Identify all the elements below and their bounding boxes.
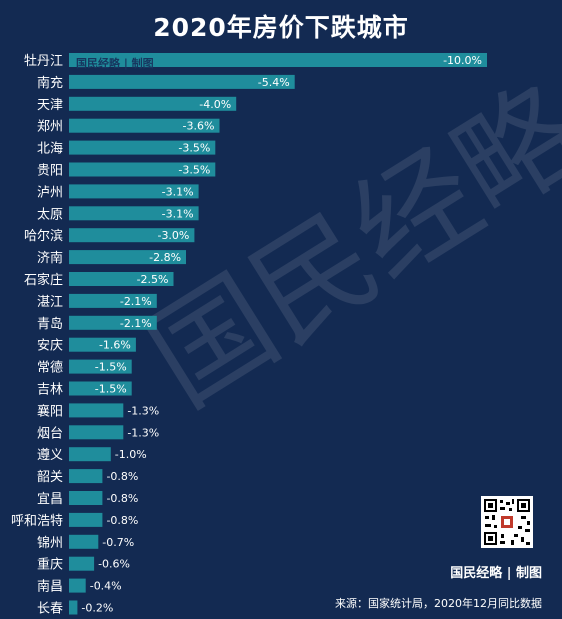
- value-label: -0.2%: [81, 602, 113, 615]
- category-label: 宜昌: [37, 492, 63, 507]
- value-label: -5.4%: [258, 76, 290, 89]
- bar: [69, 96, 237, 111]
- value-label: -0.7%: [102, 536, 134, 549]
- value-label: -1.5%: [95, 383, 127, 396]
- bar-brand-label: 国民经略 | 制图: [76, 57, 154, 70]
- category-label: 北海: [37, 142, 63, 157]
- bar: [69, 53, 487, 67]
- category-label: 牡丹江: [24, 54, 63, 69]
- bar: [69, 469, 103, 484]
- bar: [69, 556, 95, 571]
- category-label: 天津: [37, 98, 63, 113]
- chart-title: 2020年房价下跌城市: [153, 13, 409, 42]
- value-label: -1.0%: [115, 448, 147, 461]
- value-label: -2.1%: [120, 295, 152, 308]
- category-label: 重庆: [37, 557, 63, 573]
- value-label: -0.4%: [90, 580, 122, 593]
- value-label: -1.3%: [127, 426, 159, 439]
- category-label: 襄阳: [37, 403, 63, 419]
- value-label: -1.6%: [99, 339, 131, 352]
- bar: [69, 118, 220, 133]
- bar: [69, 206, 199, 221]
- value-label: -3.0%: [157, 229, 189, 242]
- bar: [69, 403, 124, 418]
- value-label: -0.8%: [106, 492, 138, 505]
- category-label: 烟台: [37, 426, 63, 441]
- value-label: -0.8%: [106, 514, 138, 527]
- category-label: 太原: [37, 207, 63, 222]
- category-label: 石家庄: [24, 272, 63, 288]
- category-label: 吉林: [37, 383, 63, 398]
- bar: [69, 162, 216, 177]
- value-label: -4.0%: [199, 98, 231, 111]
- value-label: -1.5%: [95, 361, 127, 374]
- value-label: -2.5%: [137, 273, 169, 286]
- value-label: -3.6%: [183, 120, 215, 133]
- category-label: 郑州: [37, 120, 63, 135]
- category-label: 韶关: [37, 469, 63, 485]
- bar: [69, 491, 103, 505]
- bar: [69, 337, 136, 352]
- source-note: 来源：国家统计局，2020年12月同比数据: [335, 597, 542, 610]
- value-label: -0.6%: [98, 558, 130, 571]
- footer-brand-label: 国民经略 | 制图: [450, 566, 542, 581]
- bar: [69, 425, 124, 440]
- value-label: -3.1%: [162, 185, 194, 198]
- bar: [69, 600, 78, 615]
- category-label: 南充: [37, 75, 63, 91]
- bar: [69, 140, 216, 155]
- bar: [69, 381, 132, 396]
- value-label: -3.5%: [178, 142, 210, 155]
- category-label: 贵阳: [37, 164, 63, 179]
- bar: [69, 359, 132, 374]
- bar: [69, 315, 157, 330]
- value-label: -1.3%: [127, 404, 159, 417]
- bar: [69, 447, 111, 462]
- value-label: -3.5%: [178, 164, 210, 177]
- bar: [69, 228, 195, 243]
- category-label: 锦州: [37, 536, 63, 551]
- value-label: -2.1%: [120, 317, 152, 330]
- category-label: 南昌: [37, 579, 63, 595]
- bar: [69, 74, 295, 89]
- bar: [69, 272, 174, 286]
- category-label: 济南: [37, 250, 63, 266]
- qr-code-icon: [481, 496, 533, 548]
- category-label: 湛江: [37, 295, 63, 310]
- bar: [69, 293, 157, 308]
- category-label: 呼和浩特: [11, 514, 63, 529]
- category-label: 安庆: [37, 339, 63, 354]
- value-label: -2.8%: [149, 251, 181, 264]
- bar: [69, 184, 199, 199]
- bar: [69, 578, 86, 593]
- category-label: 青岛: [37, 316, 63, 332]
- value-label: -0.8%: [106, 470, 138, 483]
- bar: [69, 512, 103, 527]
- category-label: 长春: [37, 602, 63, 617]
- category-label: 泸州: [37, 185, 63, 200]
- category-label: 哈尔滨: [24, 228, 63, 244]
- bar: [69, 534, 99, 549]
- bar: [69, 250, 186, 265]
- value-label: -3.1%: [162, 207, 194, 220]
- category-label: 常德: [37, 361, 63, 376]
- value-label: -10.0%: [443, 54, 482, 67]
- category-label: 遵义: [37, 447, 63, 463]
